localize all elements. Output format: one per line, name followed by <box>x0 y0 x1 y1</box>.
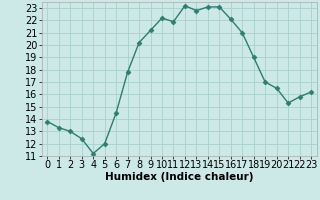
X-axis label: Humidex (Indice chaleur): Humidex (Indice chaleur) <box>105 172 253 182</box>
